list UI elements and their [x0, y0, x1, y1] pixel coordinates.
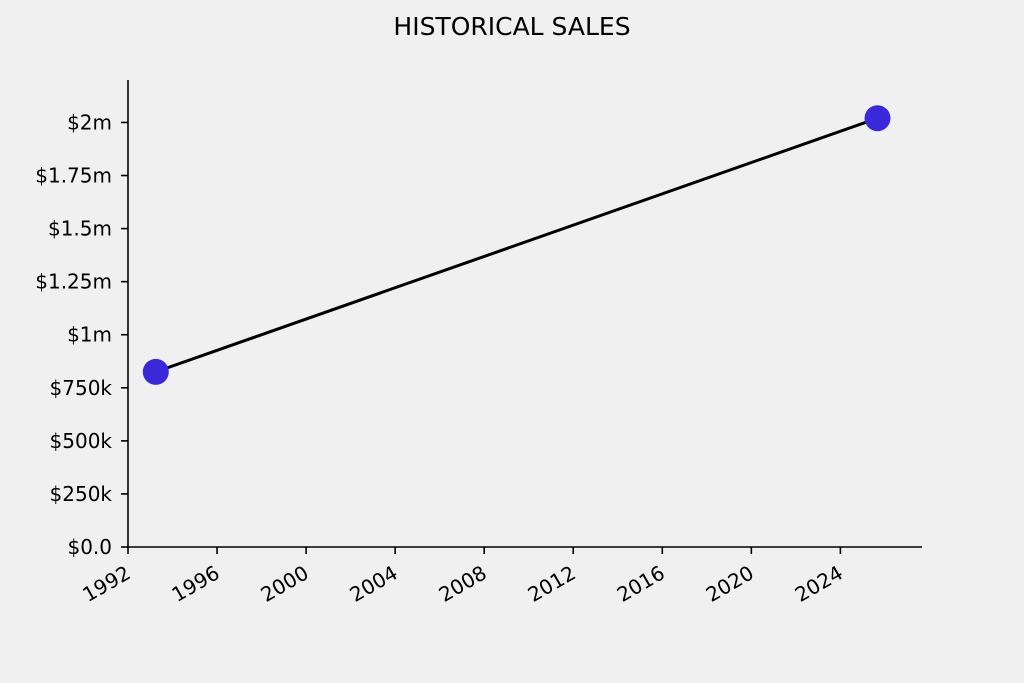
x-tick-label: 2004 — [346, 561, 402, 607]
y-tick-label: $2m — [67, 110, 112, 134]
data-point — [142, 358, 169, 385]
series-layer — [142, 105, 891, 385]
x-tick-label: 2012 — [524, 561, 580, 607]
x-tick-label: 2024 — [791, 561, 847, 607]
y-tick-label: $1.25m — [35, 270, 112, 294]
x-tick-label: 2016 — [613, 561, 669, 607]
y-tick-label: $1.5m — [48, 217, 112, 241]
x-tick-label: 1992 — [78, 561, 134, 607]
x-axis-ticks: 1992 1996 2000 2004 2008 2012 2016 2020 2024 — [78, 547, 847, 607]
y-tick-label: $0.0 — [67, 535, 112, 559]
y-axis-ticks: $0.0 $250k $500k $750k $1m $1.25m $1.5m $1.75m $… — [35, 110, 128, 559]
y-tick-label: $750k — [50, 376, 113, 400]
x-tick-label: 2008 — [435, 561, 491, 607]
data-point — [864, 105, 891, 132]
y-tick-label: $1.75m — [35, 164, 112, 188]
x-tick-label: 2020 — [702, 561, 758, 607]
y-tick-label: $500k — [50, 429, 113, 453]
y-tick-label: $1m — [67, 323, 112, 347]
chart-title: HISTORICAL SALES — [393, 12, 630, 41]
y-tick-label: $250k — [50, 482, 113, 506]
x-tick-label: 2000 — [257, 561, 313, 607]
x-tick-label: 1996 — [167, 561, 223, 607]
series-line — [155, 116, 879, 374]
